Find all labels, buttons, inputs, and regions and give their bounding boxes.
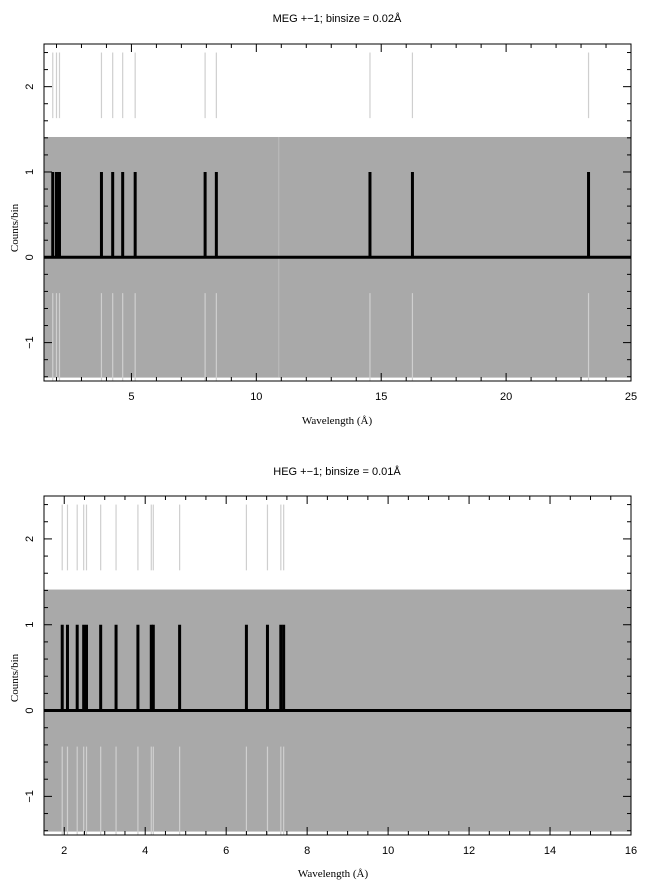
x-tick-label: 14 xyxy=(544,845,556,857)
x-tick-label: 20 xyxy=(500,391,512,403)
meg-chart-panel: MEG +−1; binsize = 0.02Å 5 10 15 20 25−1012 … xyxy=(9,12,637,427)
chart-title: MEG +−1; binsize = 0.02Å xyxy=(273,12,402,25)
y-tick-label: 1 xyxy=(24,169,36,175)
y-axis-label: Counts/bin xyxy=(9,653,21,702)
y-tick-label: −1 xyxy=(24,790,36,803)
x-tick-label: 5 xyxy=(128,391,134,403)
x-tick-label: 2 xyxy=(61,845,67,857)
x-axis-label: Wavelength (Å) xyxy=(302,415,373,427)
plot-frame xyxy=(43,495,632,836)
chart-title: HEG +−1; binsize = 0.01Å xyxy=(273,465,401,478)
heg-chart-panel: HEG +−1; binsize = 0.01Å 2 4 6 8 10 12 14 16−10… xyxy=(9,465,637,880)
y-tick-label: 2 xyxy=(24,84,36,90)
x-tick-label: 16 xyxy=(625,845,637,857)
x-tick-label: 10 xyxy=(382,845,394,857)
x-tick-label: 6 xyxy=(223,845,229,857)
x-axis-label: Wavelength (Å) xyxy=(298,868,369,880)
x-tick-label: 15 xyxy=(375,391,387,403)
x-tick-label: 25 xyxy=(625,391,637,403)
y-tick-label: 1 xyxy=(24,622,36,628)
plot-frame xyxy=(43,43,632,382)
x-tick-label: 10 xyxy=(250,391,262,403)
y-tick-label: 0 xyxy=(24,254,36,260)
y-axis-label: Counts/bin xyxy=(9,203,21,252)
y-tick-label: −1 xyxy=(24,336,36,349)
y-tick-label: 0 xyxy=(24,707,36,713)
y-tick-label: 2 xyxy=(24,536,36,542)
x-tick-label: 8 xyxy=(304,845,310,857)
x-tick-label: 12 xyxy=(463,845,475,857)
x-tick-label: 4 xyxy=(142,845,148,857)
